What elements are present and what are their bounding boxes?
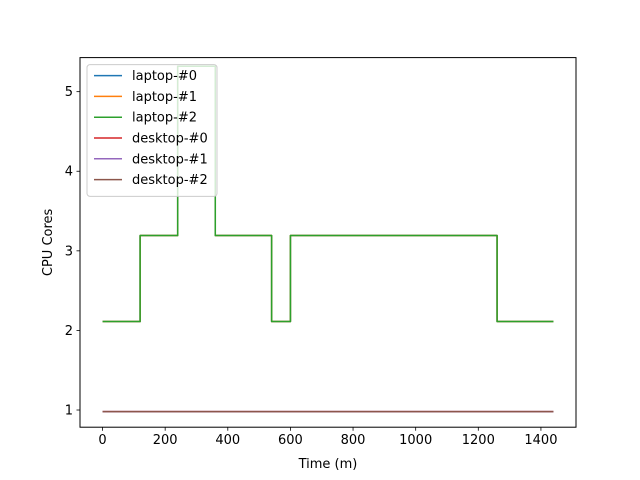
x-tick-label: 200 <box>153 433 178 448</box>
x-tick-label: 0 <box>98 433 106 448</box>
x-tick-label: 800 <box>341 433 366 448</box>
y-axis-label: CPU Cores <box>41 208 56 276</box>
series-line-laptop-#2 <box>102 65 554 323</box>
legend-label: laptop-#2 <box>132 111 197 126</box>
x-tick-label: 600 <box>278 433 303 448</box>
x-tick-label: 1200 <box>462 433 495 448</box>
y-tick-label: 3 <box>65 244 73 259</box>
x-tick-label: 1400 <box>524 433 557 448</box>
legend-box <box>86 64 218 197</box>
y-tick-label: 1 <box>65 404 73 419</box>
legend-label: desktop-#2 <box>132 173 208 188</box>
plot-frame <box>79 57 577 428</box>
y-tick-label: 5 <box>65 85 73 100</box>
y-tick-label: 2 <box>65 324 73 339</box>
series-layer <box>102 65 554 413</box>
y-tick-label: 4 <box>65 165 73 180</box>
legend: laptop-#0 laptop-#1 laptop-#2 desktop-#0 des… <box>86 64 218 197</box>
legend-label: desktop-#1 <box>132 152 208 167</box>
legend-label: laptop-#1 <box>132 90 197 105</box>
x-tick-label: 1000 <box>399 433 432 448</box>
legend-label: laptop-#0 <box>132 69 197 84</box>
legend-label: desktop-#0 <box>132 132 208 147</box>
x-tick-label: 400 <box>215 433 240 448</box>
ticks-layer: 0 200 400 600 800 1000 1200 1400 1 2 3 4 5 <box>65 85 558 448</box>
x-axis-label: Time (m) <box>298 457 358 472</box>
